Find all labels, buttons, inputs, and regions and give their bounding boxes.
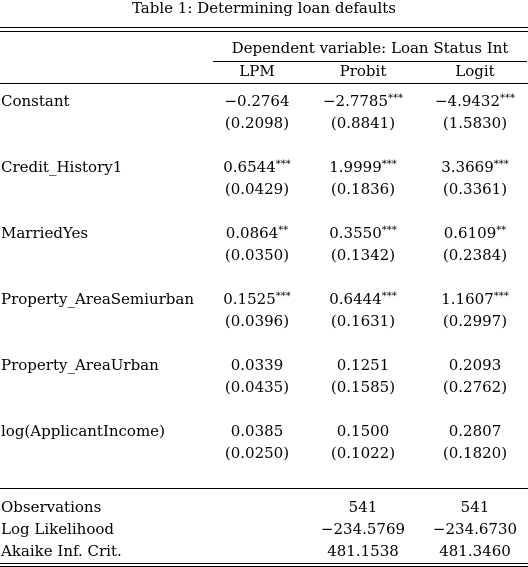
row-label: Credit_History1 xyxy=(1,158,123,176)
coefficient-value: 0.6444 xyxy=(329,290,382,308)
coefficient-value: 0.0339 xyxy=(230,356,284,374)
significance-stars: ** xyxy=(278,225,289,236)
coefficient-cell: 0.1251 xyxy=(308,356,418,374)
stats-rule xyxy=(0,488,528,489)
coefficient-value: 3.3669 xyxy=(441,158,494,176)
standard-error-cell: (0.0350) xyxy=(224,246,290,264)
stat-label: Akaike Inf. Crit. xyxy=(1,542,122,560)
coefficient-cell: 0.2807 xyxy=(420,422,528,440)
coefficient-value: 0.1500 xyxy=(336,422,390,440)
coefficient-value: 0.6109 xyxy=(443,224,497,242)
dependent-variable-underline xyxy=(213,61,527,62)
top-rule-1 xyxy=(0,27,528,28)
standard-error-cell: (0.1585) xyxy=(330,378,396,396)
row-label: MarriedYes xyxy=(1,224,89,242)
coefficient-cell: −4.9432*** xyxy=(420,92,528,110)
standard-error-cell: (0.1820) xyxy=(442,444,508,462)
standard-error-cell: (0.0250) xyxy=(224,444,290,462)
stat-value: 541 xyxy=(348,498,378,516)
coefficient-cell: 0.1500 xyxy=(308,422,418,440)
coefficient-value: 0.0385 xyxy=(230,422,284,440)
stat-label: Observations xyxy=(1,498,102,516)
top-rule-2 xyxy=(0,31,528,32)
significance-stars: *** xyxy=(388,93,404,104)
standard-error-cell: (0.2098) xyxy=(224,114,290,132)
significance-stars: *** xyxy=(493,291,509,302)
stat-value: −234.6730 xyxy=(432,520,518,538)
standard-error-cell: (1.5830) xyxy=(442,114,508,132)
coefficient-value: 1.9999 xyxy=(329,158,382,176)
standard-error-cell: (0.0396) xyxy=(224,312,290,330)
coefficient-cell: 0.0339 xyxy=(212,356,302,374)
coefficient-value: 0.1251 xyxy=(336,356,390,374)
coefficient-value: −0.2764 xyxy=(224,92,290,110)
dependent-variable-label: Dependent variable: Loan Status Int xyxy=(231,39,509,57)
coefficient-cell: 1.1607*** xyxy=(420,290,528,308)
column-header-lpm: LPM xyxy=(239,62,275,80)
coefficient-value: 0.2093 xyxy=(448,356,502,374)
coefficient-cell: 0.0864** xyxy=(212,224,302,242)
coefficient-cell: 0.3550*** xyxy=(308,224,418,242)
column-header-logit: Logit xyxy=(455,62,495,80)
coefficient-cell: 3.3669*** xyxy=(420,158,528,176)
significance-stars: *** xyxy=(381,159,397,170)
coefficient-value: −4.9432 xyxy=(434,92,501,110)
significance-stars: ** xyxy=(496,225,507,236)
standard-error-cell: (0.2384) xyxy=(442,246,508,264)
standard-error-cell: (0.1631) xyxy=(330,312,396,330)
coefficient-value: 0.6544 xyxy=(223,158,276,176)
table-caption: Table 1: Determining loan defaults xyxy=(131,0,397,17)
standard-error-cell: (0.2762) xyxy=(442,378,508,396)
coefficient-cell: 0.2093 xyxy=(420,356,528,374)
row-label: log(ApplicantIncome) xyxy=(1,422,165,440)
standard-error-cell: (0.8841) xyxy=(330,114,396,132)
stat-value: 541 xyxy=(460,498,490,516)
significance-stars: *** xyxy=(500,93,516,104)
standard-error-cell: (0.0435) xyxy=(224,378,290,396)
significance-stars: *** xyxy=(493,159,509,170)
row-label: Constant xyxy=(1,92,70,110)
coefficient-cell: 1.9999*** xyxy=(308,158,418,176)
coefficient-value: −2.7785 xyxy=(322,92,389,110)
coefficient-cell: −0.2764 xyxy=(212,92,302,110)
stat-value: 481.1538 xyxy=(327,542,399,560)
significance-stars: *** xyxy=(381,225,397,236)
coefficient-cell: 0.0385 xyxy=(212,422,302,440)
standard-error-cell: (0.0429) xyxy=(224,180,290,198)
stat-value: −234.5769 xyxy=(320,520,406,538)
column-header-probit: Probit xyxy=(339,62,387,80)
stat-value: 481.3460 xyxy=(439,542,511,560)
coefficient-value: 1.1607 xyxy=(441,290,494,308)
header-rule xyxy=(0,83,528,84)
coefficient-cell: −2.7785*** xyxy=(308,92,418,110)
significance-stars: *** xyxy=(381,291,397,302)
coefficient-value: 0.1525 xyxy=(223,290,276,308)
standard-error-cell: (0.1836) xyxy=(330,180,396,198)
coefficient-value: 0.0864 xyxy=(225,224,279,242)
standard-error-cell: (0.2997) xyxy=(442,312,508,330)
coefficient-value: 0.3550 xyxy=(329,224,382,242)
stat-label: Log Likelihood xyxy=(1,520,115,538)
coefficient-cell: 0.6109** xyxy=(420,224,528,242)
standard-error-cell: (0.3361) xyxy=(442,180,508,198)
row-label: Property_AreaUrban xyxy=(1,356,159,374)
coefficient-value: 0.2807 xyxy=(448,422,502,440)
coefficient-cell: 0.1525*** xyxy=(212,290,302,308)
coefficient-cell: 0.6444*** xyxy=(308,290,418,308)
standard-error-cell: (0.1022) xyxy=(330,444,396,462)
bottom-rule-1 xyxy=(0,563,528,564)
significance-stars: *** xyxy=(275,291,291,302)
standard-error-cell: (0.1342) xyxy=(330,246,396,264)
coefficient-cell: 0.6544*** xyxy=(212,158,302,176)
significance-stars: *** xyxy=(275,159,291,170)
row-label: Property_AreaSemiurban xyxy=(1,290,194,308)
